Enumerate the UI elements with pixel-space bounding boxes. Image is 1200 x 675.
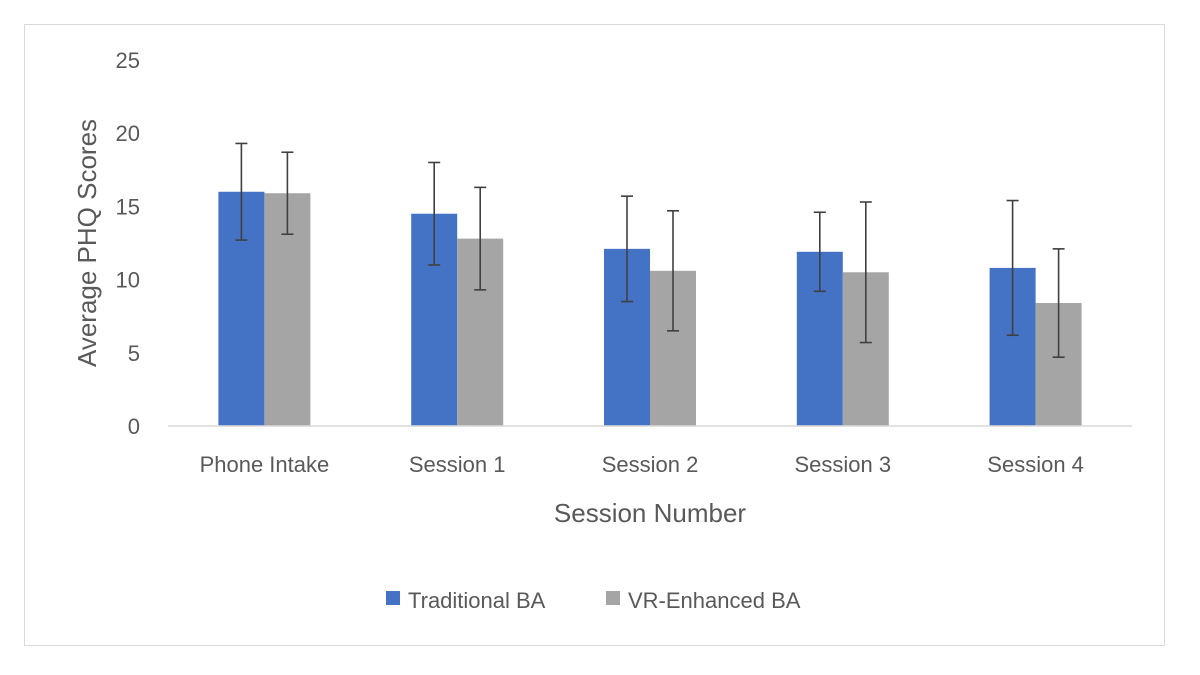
chart-frame bbox=[24, 24, 1165, 646]
legend-swatch-traditional bbox=[386, 591, 400, 605]
y-axis-ticks: 0 5 10 15 20 25 bbox=[116, 48, 140, 439]
y-tick-label: 5 bbox=[128, 341, 140, 366]
x-tick-label: Phone Intake bbox=[200, 452, 330, 477]
x-axis-title: Session Number bbox=[554, 498, 747, 528]
y-tick-label: 15 bbox=[116, 194, 140, 219]
x-tick-label: Session 3 bbox=[794, 452, 891, 477]
legend: Traditional BA VR-Enhanced BA bbox=[386, 588, 801, 613]
legend-label-traditional: Traditional BA bbox=[408, 588, 546, 613]
legend-label-vr: VR-Enhanced BA bbox=[628, 588, 801, 613]
error-bars bbox=[235, 142, 1065, 358]
x-axis-categories: Phone Intake Session 1 Session 2 Session 3 S… bbox=[200, 452, 1084, 477]
y-tick-label: 10 bbox=[116, 268, 140, 293]
legend-swatch-vr bbox=[606, 591, 620, 605]
x-tick-label: Session 2 bbox=[602, 452, 699, 477]
y-axis-title: Average PHQ Scores bbox=[72, 119, 102, 367]
y-tick-label: 0 bbox=[128, 414, 140, 439]
x-tick-label: Session 4 bbox=[987, 452, 1084, 477]
y-tick-label: 25 bbox=[116, 48, 140, 73]
bars bbox=[218, 191, 1082, 426]
y-tick-label: 20 bbox=[116, 121, 140, 146]
x-tick-label: Session 1 bbox=[409, 452, 506, 477]
